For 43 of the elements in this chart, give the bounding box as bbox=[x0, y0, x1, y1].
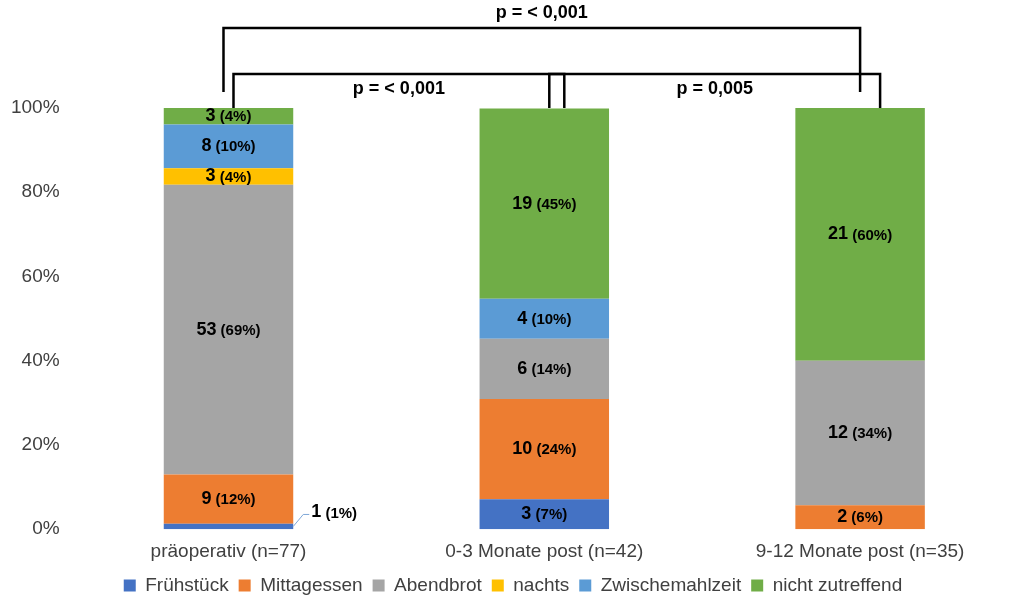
x-tick-label: 0-3 Monate post (n=42) bbox=[445, 539, 644, 561]
data-label: 6 (14%) bbox=[517, 357, 572, 378]
text: p = 0,005 bbox=[675, 78, 754, 99]
legend-label: Frühstück bbox=[145, 573, 230, 595]
data-label: 9 (12%) bbox=[201, 488, 256, 509]
data-label: 3 (4%) bbox=[205, 105, 252, 126]
data-label: 21 (60%) bbox=[828, 223, 893, 244]
text: p = < 0,001 bbox=[351, 78, 446, 99]
bar bbox=[163, 124, 294, 169]
y-tick-label: 100% bbox=[10, 96, 60, 118]
data-label: 3 (4%) bbox=[205, 165, 252, 186]
x-tick-label: 9-12 Monate post (n=35) bbox=[755, 539, 965, 561]
bar bbox=[163, 523, 294, 530]
y-tick-label: 40% bbox=[21, 348, 60, 370]
data-label: 8 (10%) bbox=[201, 135, 256, 156]
data-label: 12 (34%) bbox=[828, 421, 893, 442]
y-tick-label: 60% bbox=[21, 264, 60, 286]
data-label: 1 (1%) bbox=[311, 501, 358, 522]
y-tick-label: 80% bbox=[21, 180, 60, 202]
bar bbox=[479, 499, 610, 530]
y-tick-label: 20% bbox=[21, 433, 60, 455]
legend-label: nicht zutreffend bbox=[772, 573, 903, 595]
data-label: 3 (7%) bbox=[521, 503, 568, 524]
y-tick-label: 0% bbox=[32, 517, 60, 539]
bar bbox=[479, 338, 610, 400]
legend-label: Abendbrot bbox=[394, 573, 483, 595]
bar bbox=[795, 360, 925, 506]
legend-label: Mittagessen bbox=[260, 573, 363, 595]
x-tick-label: präoperativ (n=77) bbox=[150, 539, 307, 561]
bar bbox=[479, 108, 610, 299]
data-label: 2 (6%) bbox=[837, 506, 884, 527]
data-label: 19 (45%) bbox=[512, 192, 577, 213]
bar bbox=[479, 298, 610, 339]
data-label: 10 (24%) bbox=[512, 438, 577, 459]
text: p = < 0,001 bbox=[494, 2, 589, 23]
bar bbox=[795, 108, 925, 361]
bar bbox=[479, 399, 610, 500]
data-label: 53 (69%) bbox=[196, 318, 261, 339]
legend-label: nachts bbox=[513, 573, 570, 595]
bar bbox=[163, 184, 294, 475]
data-label: 4 (10%) bbox=[517, 307, 572, 328]
legend-label: Zwischemahlzeit bbox=[600, 573, 742, 595]
bar bbox=[163, 474, 294, 524]
